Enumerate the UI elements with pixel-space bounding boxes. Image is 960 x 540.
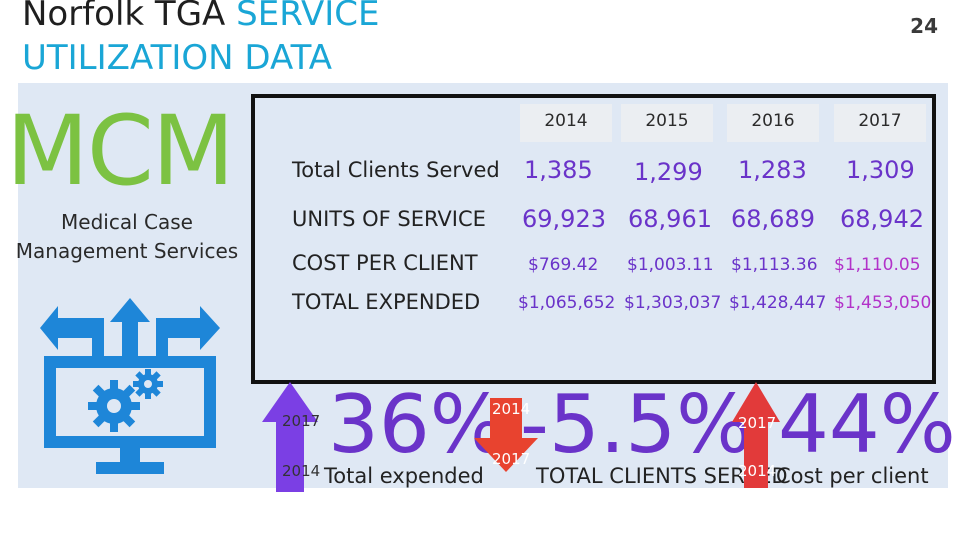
up-arrow-icon [262,382,318,492]
title-part-service: SERVICE [236,0,380,34]
stat3-bottom-year: 2014 [738,462,777,480]
year-header-2016: 2016 [727,104,819,142]
monitor-gears-icon [40,298,220,474]
units-2017: 68,942 [840,205,924,233]
up-arrow-icon [732,382,780,488]
stat3-value: 44% [778,378,956,471]
stat3-top-year: 2017 [738,414,777,432]
stat1-top-year: 2017 [282,412,321,430]
stat1-value: 36% [328,378,506,471]
units-2014: 69,923 [522,205,606,233]
cost-2017: $1,110.05 [834,255,921,275]
page-number: 24 [910,14,938,38]
service-name-line-1: Medical Case [61,210,193,234]
year-header-2015: 2015 [621,104,713,142]
clients-2016: 1,283 [738,156,807,184]
row-label-total-clients: Total Clients Served [292,158,500,182]
year-header-2017: 2017 [834,104,926,142]
stat2-bottom-year: 2017 [492,450,531,468]
stat2-value: -5.5% [520,378,753,471]
expended-2017: $1,453,050 [834,293,932,313]
row-label-cost-per-client: COST PER CLIENT [292,251,478,275]
clients-2017: 1,309 [846,156,915,184]
expended-2015: $1,303,037 [624,293,722,313]
clients-2015: 1,299 [634,158,703,186]
units-2015: 68,961 [628,205,712,233]
stat2-top-year: 2014 [492,400,531,418]
title-line-2: UTILIZATION DATA [22,38,332,78]
expended-2016: $1,428,447 [729,293,827,313]
year-header-2014: 2014 [520,104,612,142]
row-label-total-expended: TOTAL EXPENDED [292,290,481,314]
stat3-caption: Cost per client [776,464,929,488]
stat1-bottom-year: 2014 [282,462,321,480]
data-table-box [251,94,936,384]
service-acronym: MCM [6,95,235,207]
clients-2014: 1,385 [510,154,601,186]
content-panel [18,83,948,488]
cost-2014: $769.42 [528,255,599,275]
cost-2015: $1,003.11 [627,255,714,275]
title-line-1: Norfolk TGA SERVICE [22,0,379,34]
cost-2016: $1,113.36 [731,255,818,275]
stat1-caption: Total expended [324,464,484,488]
service-name-line-2: Management Services [15,239,239,263]
expended-2014: $1,065,652 [518,293,616,313]
down-arrow-icon [474,398,538,472]
service-name: Medical Case Management Services [0,208,254,266]
title-part-norfolk: Norfolk TGA [22,0,226,34]
row-label-units: UNITS OF SERVICE [292,207,486,231]
units-2016: 68,689 [731,205,815,233]
